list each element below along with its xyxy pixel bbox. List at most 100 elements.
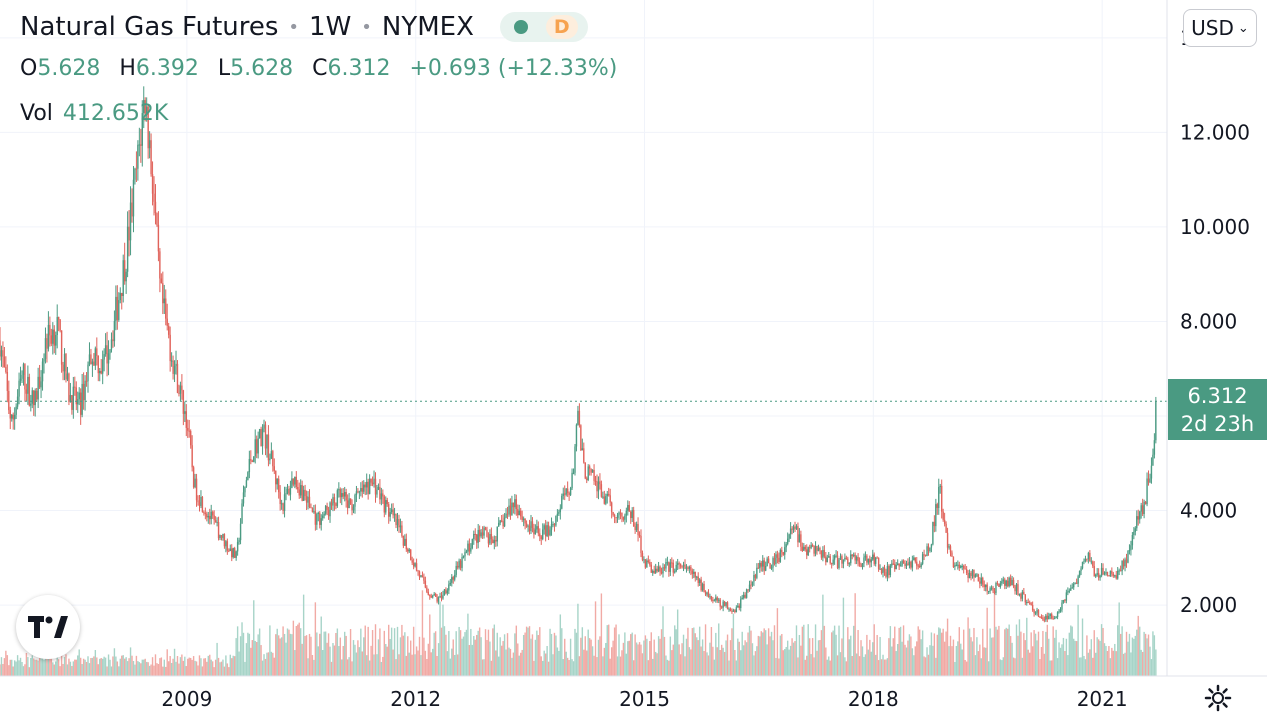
volume-bar: [1077, 604, 1079, 676]
volume-bar: [637, 644, 639, 676]
volume-bar: [930, 632, 933, 676]
candle-body: [961, 565, 963, 567]
volume-bar: [725, 640, 727, 676]
candle-body: [926, 546, 928, 556]
volume-bar: [781, 634, 783, 676]
interval-label[interactable]: 1W: [309, 12, 352, 42]
volume-bar: [330, 661, 333, 676]
candle-body: [349, 498, 352, 504]
volume-bar: [628, 640, 630, 676]
volume-bar: [1018, 619, 1021, 676]
volume-bar: [19, 657, 22, 676]
volume-bar: [619, 656, 622, 676]
candle-body: [1075, 582, 1078, 584]
volume-bar: [555, 635, 557, 676]
candle-body: [679, 563, 682, 567]
currency-selector[interactable]: USD ⌄: [1183, 9, 1257, 47]
volume-bar: [88, 663, 91, 676]
candle-body: [289, 488, 292, 495]
volume-bar: [971, 641, 974, 676]
volume-legend[interactable]: Vol 412.652K: [20, 101, 168, 126]
candle-body: [297, 487, 299, 490]
candle-body: [795, 526, 798, 529]
volume-bar: [654, 651, 657, 676]
volume-bar: [426, 658, 428, 676]
candle-body: [415, 563, 418, 571]
volume-bar: [236, 626, 239, 676]
volume-bar: [575, 632, 578, 676]
volume-bar: [766, 644, 768, 676]
candle-body: [213, 515, 215, 521]
volume-bar: [580, 637, 582, 676]
volume-bar: [877, 660, 880, 676]
candle-body: [914, 557, 916, 562]
price-axis-background[interactable]: [1167, 0, 1267, 713]
volume-bar: [754, 651, 757, 676]
market-status-badge[interactable]: D: [499, 12, 588, 42]
candle-body: [932, 521, 934, 545]
volume-bar: [451, 648, 453, 676]
volume-bar: [1036, 640, 1038, 676]
volume-bar: [47, 658, 50, 676]
volume-bar: [929, 645, 931, 676]
volume-bar: [918, 629, 921, 676]
volume-bar: [1005, 627, 1007, 676]
volume-bar: [684, 656, 686, 676]
volume-bar: [156, 663, 158, 676]
volume-bar: [166, 649, 168, 676]
volume-bar: [728, 660, 730, 676]
candle-body: [985, 584, 987, 588]
volume-bar: [509, 648, 512, 676]
candle-body: [198, 502, 201, 506]
candle-body: [345, 491, 347, 501]
volume-bar: [772, 640, 774, 676]
volume-bar: [93, 656, 95, 676]
candle-body: [710, 596, 713, 600]
candle-body: [184, 411, 186, 414]
volume-bar: [232, 655, 234, 676]
candle-body: [873, 554, 875, 564]
volume-bar: [911, 648, 914, 676]
volume-bar: [389, 638, 391, 676]
candle-body: [93, 361, 95, 366]
candle-body: [798, 534, 801, 543]
symbol-title[interactable]: Natural Gas Futures • 1W • NYMEX D: [20, 12, 588, 42]
volume-bar: [738, 641, 740, 676]
candle-body: [341, 493, 343, 498]
volume-bar: [346, 659, 349, 676]
delayed-badge[interactable]: D: [545, 15, 578, 39]
time-axis-background[interactable]: [0, 676, 1267, 713]
volume-bar: [1125, 631, 1128, 676]
volume-bar: [1001, 660, 1003, 676]
volume-bar: [795, 625, 798, 676]
volume-bar: [955, 645, 958, 676]
candle-body: [417, 570, 419, 572]
volume-bar: [178, 663, 180, 676]
candle-body: [330, 502, 333, 506]
candle-body: [577, 410, 579, 425]
candle-body: [943, 519, 946, 524]
candle-body: [583, 448, 585, 463]
volume-bar: [298, 622, 300, 676]
candle-body: [622, 516, 625, 520]
candle-body: [603, 496, 606, 504]
time-axis-tick-label: 2012: [390, 687, 441, 711]
candle-body: [44, 338, 47, 359]
gear-icon[interactable]: [1204, 684, 1232, 712]
volume-bar: [71, 665, 73, 676]
volume-bar: [835, 634, 837, 676]
volume-bar: [646, 638, 648, 676]
tradingview-logo-icon[interactable]: [16, 595, 80, 659]
candle-body: [1131, 535, 1134, 546]
volume-bar: [169, 656, 171, 676]
volume-bar: [253, 600, 255, 676]
volume-bar: [1103, 643, 1106, 676]
volume-bar: [993, 591, 996, 676]
volume-bar: [534, 639, 537, 676]
volume-bar: [936, 634, 938, 676]
candle-body: [392, 509, 394, 516]
symbol-name[interactable]: Natural Gas Futures: [20, 12, 279, 42]
volume-bar: [84, 659, 86, 676]
candle-body: [544, 525, 547, 537]
